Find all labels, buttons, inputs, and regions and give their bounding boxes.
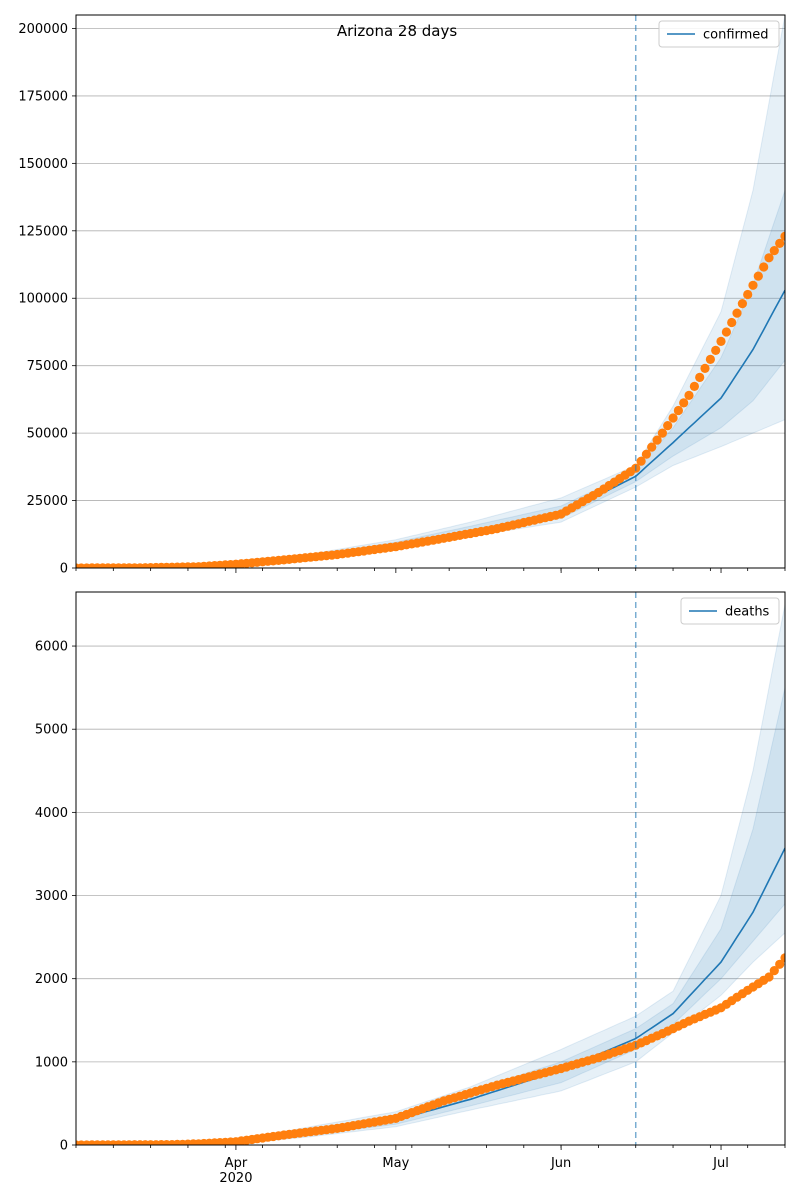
observed-point [721,327,732,337]
uncertainty-band-1 [76,15,785,568]
observed-point [737,299,748,309]
observed-point [759,262,769,272]
y-tick-label: 2000 [35,972,68,987]
observed-point [668,413,678,423]
x-tick-label: Jun [550,1156,571,1171]
observed-point [679,398,689,408]
axes-frame [75,591,786,1146]
observed-point [652,435,662,445]
legend-box [680,597,780,625]
uncertainty-band-2 [76,687,785,1145]
observed-point [689,381,700,391]
x-tick-label: May [382,1156,409,1171]
observed-point [753,271,763,281]
observed-point [764,972,774,982]
observed-point [716,336,726,346]
observed-point [700,363,710,373]
axes-frame [75,14,786,569]
chart-title: Arizona 28 days [337,22,458,40]
legend-deaths: deaths [680,597,780,625]
observed-point [673,405,684,416]
panel-confirmed: 0 25000 50000 75000 100000 125000 150000 175000… [18,14,786,577]
y-tick-label: 25000 [27,494,68,509]
observed-point [711,345,721,355]
x-tick-label: Apr [225,1156,248,1171]
observed-point [684,390,694,400]
observed-point [769,966,779,976]
observed-point [657,428,668,438]
observed-point [780,231,785,241]
uncertainty-band-1 [76,604,785,1145]
observed-point [641,449,652,459]
x-tick-label: Jul [712,1156,729,1171]
observed-point [647,442,657,452]
observed-point [705,354,716,364]
y-tick-label: 4000 [35,806,68,821]
legend-confirmed: confirmed [658,20,780,48]
y-tick-label: 150000 [18,157,68,172]
observed-point [743,289,753,300]
observed-point [775,959,785,969]
y-tick-label: 5000 [35,723,68,738]
plot-area [76,15,785,568]
observed-point [748,280,758,290]
legend-label: deaths [725,605,770,620]
y-tick-label: 6000 [35,640,68,655]
y-tick-label: 3000 [35,889,68,904]
observed-point [769,246,779,256]
y-tick-label: 50000 [27,427,68,442]
legend-label: confirmed [703,28,769,43]
y-tick-label: 200000 [18,22,68,37]
observed-point [764,253,774,263]
y-tick-label: 0 [60,1139,68,1154]
observed-point [780,953,785,963]
y-tick-label: 1000 [35,1055,68,1070]
uncertainty-band-2 [76,190,785,568]
plot-area [76,604,785,1145]
y-tick-label: 75000 [27,359,68,374]
x-tick-sublabel: 2020 [219,1171,252,1186]
y-tick-label: 100000 [18,292,68,307]
observed-point [636,456,646,466]
observed-point [775,238,785,248]
observed-point [663,421,673,431]
y-tick-label: 125000 [18,224,68,239]
observed-point [695,372,705,382]
y-tick-label: 0 [60,562,68,577]
y-tick-label: 175000 [18,89,68,104]
legend-box [658,20,780,48]
observed-point [727,317,737,328]
observed-point [732,308,742,318]
